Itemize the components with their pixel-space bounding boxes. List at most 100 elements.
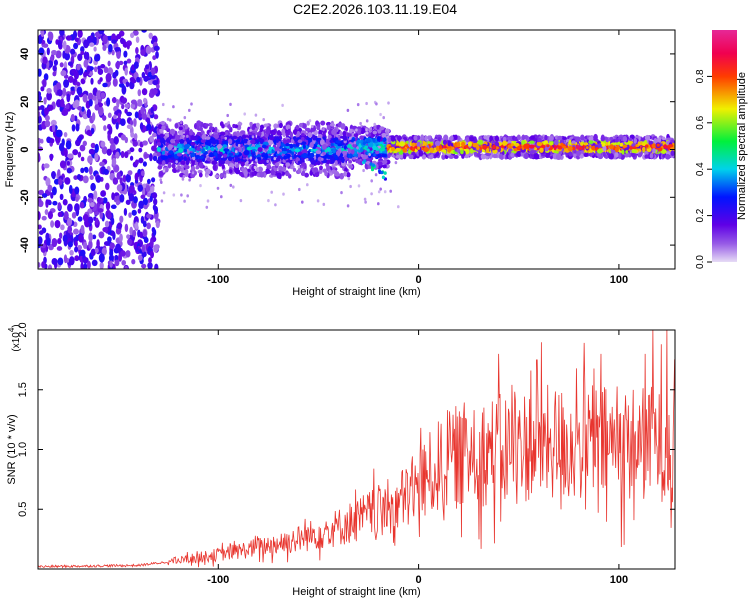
spectrogram-cell xyxy=(151,192,158,199)
spectrogram-cell xyxy=(249,121,253,127)
spectrogram-cell xyxy=(63,79,70,88)
spectrogram-cell xyxy=(38,261,41,268)
spectrogram-cell xyxy=(142,161,147,167)
spectrogram-cell xyxy=(58,232,63,239)
spectrogram-cell xyxy=(151,177,156,183)
spectrogram-cell xyxy=(289,164,295,170)
spectrogram-cell xyxy=(267,139,273,146)
spectrogram-cell xyxy=(150,67,156,76)
spectrogram-cell xyxy=(74,203,80,213)
spectrogram-cell xyxy=(82,241,88,250)
spectrogram-cell xyxy=(201,134,206,140)
spectrogram-cell xyxy=(340,123,346,130)
spectrogram-cell xyxy=(138,157,144,164)
spectrogram-cell xyxy=(52,200,58,206)
spectrogram-cell xyxy=(152,155,158,162)
spectrogram-cell xyxy=(54,219,61,229)
spectrogram-cell xyxy=(52,71,57,77)
spectrogram-cell xyxy=(222,140,227,146)
spectrogram-cell xyxy=(223,131,229,136)
spectrogram-cell xyxy=(416,135,421,140)
spectrogram-cell xyxy=(250,139,256,145)
spectrogram-cell xyxy=(38,189,44,196)
spectrogram-cell xyxy=(339,130,343,137)
spectrogram-cell xyxy=(109,242,115,250)
spectrogram-cell xyxy=(112,114,117,120)
spectrogram-cell xyxy=(365,160,371,165)
spectrogram-cell xyxy=(77,151,82,158)
spectrogram-cell xyxy=(51,186,57,196)
spectrogram-cell xyxy=(174,134,181,140)
spectrogram-cell xyxy=(77,30,83,38)
spectrogram-cell xyxy=(325,138,332,145)
spectrogram-cell xyxy=(94,143,99,153)
spectrogram-cell xyxy=(266,164,271,169)
spectrogram-cell xyxy=(366,148,370,152)
spectrogram-cell xyxy=(283,139,287,145)
spectrogram-cell xyxy=(521,134,526,141)
spectrogram-cell xyxy=(334,154,338,161)
spectrogram-cell xyxy=(52,65,57,72)
spectrogram-cell xyxy=(126,111,133,117)
spectrogram-cell xyxy=(377,161,383,166)
spectrogram-cell xyxy=(298,122,304,128)
spectrogram-cell xyxy=(107,212,112,220)
spectrogram-cell xyxy=(58,143,65,152)
spectrogram-cell xyxy=(449,135,454,141)
spectrogram-cell xyxy=(326,147,331,152)
spectrogram-cell xyxy=(63,254,68,264)
spectrogram-cell xyxy=(129,147,135,153)
spectrogram-cell xyxy=(76,86,83,96)
spectrogram-cell xyxy=(62,87,67,97)
spectrogram-cell xyxy=(140,49,146,56)
spectrogram-cell xyxy=(167,154,172,158)
spectrogram-cell xyxy=(50,220,55,228)
spectrogram-cell xyxy=(277,155,281,160)
spectrogram-cell xyxy=(420,134,425,140)
spectrogram-cell xyxy=(516,152,520,157)
spectrogram-cell xyxy=(477,139,484,145)
spectrogram-cell xyxy=(59,193,64,201)
spectrogram-cell xyxy=(553,146,558,151)
spectrogram-cell xyxy=(102,34,108,45)
spectrogram-cell xyxy=(614,152,620,158)
spectrogram-cell xyxy=(77,135,83,142)
spectrogram-cell xyxy=(353,133,359,138)
spectrogram-cell xyxy=(329,122,335,127)
spectrogram-cell xyxy=(38,224,42,230)
spectrogram-cell xyxy=(302,123,307,129)
spectrogram-cell xyxy=(74,255,80,262)
spectrogram-cell xyxy=(136,76,141,83)
spectrogram-cell xyxy=(141,244,145,253)
spectrogram-cell xyxy=(448,155,454,159)
spectrogram-cell xyxy=(73,42,79,50)
spectrogram-cell xyxy=(95,175,102,183)
spectrogram-cell xyxy=(105,72,112,83)
spectrogram-cell xyxy=(296,130,301,137)
spectrogram-cell xyxy=(112,177,119,185)
spectrogram-cell xyxy=(176,143,183,149)
spectrogram-cell xyxy=(128,193,135,202)
spectrogram-cell xyxy=(346,172,351,178)
spectrogram-cell xyxy=(153,45,160,51)
spectrogram-cell xyxy=(143,237,149,244)
spectrogram-cell xyxy=(132,140,138,147)
spectrogram-cell xyxy=(304,172,309,178)
spectrogram-cell xyxy=(219,160,226,165)
spectrogram-cell xyxy=(115,151,120,159)
spectrogram-cell xyxy=(72,30,78,39)
spectrogram-cell xyxy=(120,150,125,159)
spectrogram-cell xyxy=(294,137,298,143)
spectrogram-cell xyxy=(485,152,491,157)
spectrogram-cell xyxy=(119,118,126,127)
spectrogram-cell xyxy=(130,32,135,39)
spectrogram-cell xyxy=(89,42,95,47)
spectrogram-cell xyxy=(48,104,54,111)
spectrogram-cell xyxy=(198,155,205,160)
spectrogram-cell xyxy=(350,148,355,155)
spectrogram-cell xyxy=(145,64,150,70)
spectrogram-cell xyxy=(42,56,48,65)
spectrogram-cell xyxy=(119,177,123,185)
spectrogram-cell xyxy=(40,243,47,249)
